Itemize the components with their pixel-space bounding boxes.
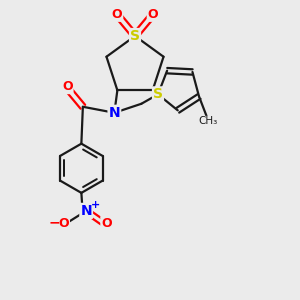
Text: O: O — [148, 8, 158, 21]
Text: −: − — [49, 215, 61, 229]
Text: O: O — [62, 80, 73, 93]
Text: N: N — [80, 204, 92, 218]
Text: S: S — [153, 87, 163, 101]
Text: N: N — [109, 106, 120, 120]
Text: CH₃: CH₃ — [198, 116, 218, 126]
Text: S: S — [130, 29, 140, 43]
Text: O: O — [101, 217, 112, 230]
Text: O: O — [58, 217, 69, 230]
Text: +: + — [91, 200, 100, 210]
Text: O: O — [112, 8, 122, 21]
